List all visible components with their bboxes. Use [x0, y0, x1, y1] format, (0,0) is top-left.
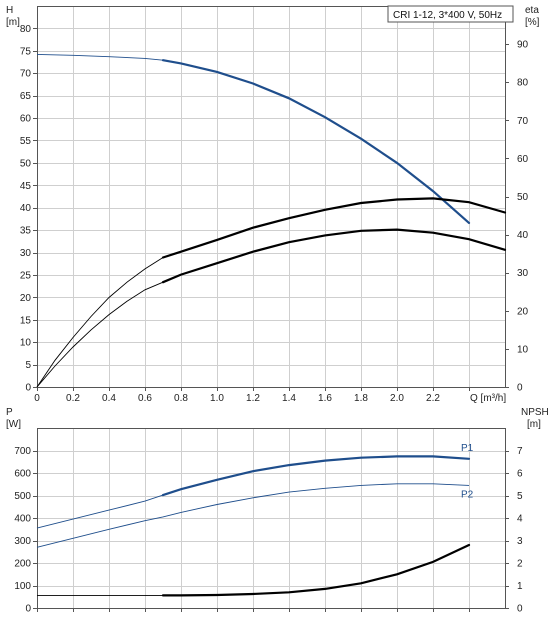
series-label-p1: P1	[461, 443, 474, 454]
top-series-0-line-bold	[161, 59, 471, 224]
bottom-left-tick-label: 400	[14, 514, 31, 525]
bottom-right-tick-label: 1	[517, 581, 523, 592]
top-right-tick-label: 60	[517, 154, 529, 165]
bottom-left-tick-label: 600	[14, 469, 31, 480]
bottom-right-tick-label: 3	[517, 536, 523, 547]
top-left-tick-label: 80	[20, 24, 32, 35]
bottom-series-2-line-bold	[161, 543, 471, 597]
x-tick-label: 1.8	[354, 393, 368, 404]
head-axis-unit: [m]	[6, 17, 20, 28]
top-left-tick-label: 75	[20, 46, 32, 57]
efficiency-axis-label: eta	[525, 5, 539, 16]
top-left-tick-label: 40	[20, 203, 32, 214]
top-right-tick-label: 70	[517, 116, 529, 127]
top-left-tick-label: 25	[20, 270, 32, 281]
bottom-left-tick-label: 100	[14, 581, 31, 592]
top-right-tick-label: 90	[517, 40, 529, 51]
bottom-series-0-line-bold	[161, 455, 471, 497]
top-right-tick-label: 80	[517, 78, 529, 89]
bottom-left-tick-label: 200	[14, 559, 31, 570]
top-right-tick-label: 30	[517, 268, 529, 279]
bottom-right-tick-label: 7	[517, 446, 523, 457]
top-left-tick-label: 55	[20, 136, 32, 147]
x-tick-label: 0.4	[102, 393, 116, 404]
bottom-right-tick-label: 2	[517, 559, 523, 570]
x-tick-label: 1.2	[246, 393, 260, 404]
bottom-left-tick-label: 500	[14, 491, 31, 502]
npsh-axis-unit: [m]	[527, 419, 541, 430]
bottom-series-1-line-thin	[36, 483, 470, 548]
series-label-p2: P2	[461, 489, 474, 500]
head-axis-label: H	[6, 5, 13, 16]
flow-axis-label: Q [m³/h]	[470, 393, 506, 404]
power-axis-unit: [W]	[6, 419, 21, 430]
bottom-left-tick-label: 0	[25, 604, 31, 615]
x-tick-label: 0.6	[138, 393, 152, 404]
top-series-0-line-thin	[36, 53, 164, 61]
x-tick-label: 0	[34, 393, 40, 404]
top-left-tick-label: 10	[20, 338, 32, 349]
x-tick-label: 0.8	[174, 393, 188, 404]
top-series-2-line-bold	[161, 228, 507, 284]
top-left-tick-label: 30	[20, 248, 32, 259]
x-tick-label: 0.2	[66, 393, 80, 404]
bottom-left-tick-label: 300	[14, 536, 31, 547]
top-left-tick-label: 65	[20, 91, 32, 102]
efficiency-axis-unit: [%]	[525, 17, 540, 28]
top-series-2-line-thin	[36, 281, 164, 388]
top-left-tick-label: 0	[25, 383, 31, 394]
x-tick-label: 1.0	[210, 393, 224, 404]
top-left-tick-label: 35	[20, 226, 32, 237]
chart-title-box	[387, 5, 514, 23]
top-series-1-line-thin	[36, 257, 164, 388]
x-tick-label: 2.0	[390, 393, 404, 404]
bottom-right-tick-label: 5	[517, 491, 523, 502]
chart-title: CRI 1-12, 3*400 V, 50Hz	[393, 10, 502, 21]
top-left-tick-label: 50	[20, 158, 32, 169]
top-right-tick-label: 10	[517, 344, 529, 355]
bottom-right-tick-label: 6	[517, 469, 523, 480]
power-axis-label: P	[6, 407, 13, 418]
top-series-1-line-bold	[161, 197, 507, 259]
top-right-tick-label: 0	[517, 383, 523, 394]
top-left-tick-label: 70	[20, 69, 32, 80]
head-efficiency-panel: 0 5 10 15 20 25 30 35 40 45 50 55 60 65 70 75 80 0 10 20 30 4…	[20, 6, 529, 404]
top-right-tick-label: 20	[517, 306, 529, 317]
bottom-left-tick-label: 700	[14, 446, 31, 457]
top-left-tick-label: 45	[20, 181, 32, 192]
top-left-tick-label: 5	[25, 360, 31, 371]
npsh-axis-label: NPSH	[521, 407, 549, 418]
x-tick-label: 1.4	[282, 393, 296, 404]
bottom-right-tick-label: 4	[517, 514, 523, 525]
top-right-tick-label: 40	[517, 230, 529, 241]
bottom-right-tick-label: 0	[517, 604, 523, 615]
top-plot-frame	[37, 6, 506, 388]
top-left-tick-label: 20	[20, 293, 32, 304]
top-left-tick-label: 60	[20, 114, 32, 125]
bottom-series-0-line-thin	[36, 494, 164, 529]
top-left-tick-label: 15	[20, 315, 32, 326]
x-tick-label: 1.6	[318, 393, 332, 404]
power-npsh-panel: 0 100 200 300 400 500 600 700 0 1 2 3 4 5 6 7 P1 P2	[14, 428, 523, 615]
top-right-tick-label: 50	[517, 192, 529, 203]
x-tick-label: 2.2	[426, 393, 440, 404]
